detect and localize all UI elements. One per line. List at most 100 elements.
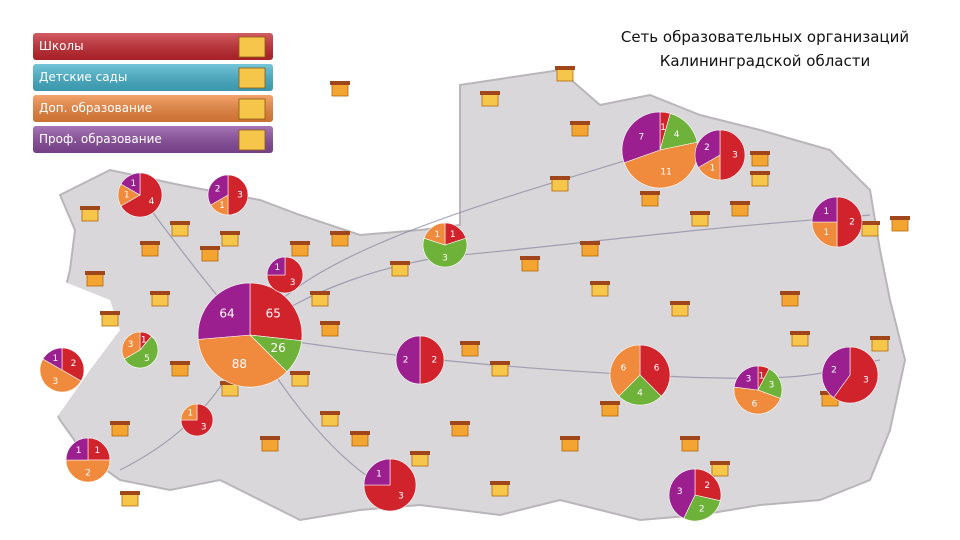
pie-slice bbox=[419, 335, 445, 385]
pie-slice bbox=[120, 172, 141, 196]
school-icon bbox=[291, 373, 309, 387]
pie-slice bbox=[363, 458, 417, 512]
pie-label: 1 bbox=[219, 201, 225, 211]
pie-label: 1 bbox=[94, 446, 100, 456]
pie-label: 1 bbox=[76, 446, 82, 456]
pie-label: 2 bbox=[403, 356, 409, 366]
pie-slice bbox=[87, 437, 111, 461]
school-icon bbox=[861, 223, 879, 237]
roof-icon bbox=[310, 291, 330, 295]
school-icon bbox=[461, 343, 479, 357]
legend-label: Доп. образование bbox=[39, 101, 152, 115]
school-icon bbox=[681, 438, 699, 452]
roof-icon bbox=[520, 256, 540, 260]
pie-slice bbox=[668, 468, 696, 519]
pie-label: 4 bbox=[674, 130, 680, 140]
pie-slice bbox=[207, 174, 229, 206]
pie-slice bbox=[694, 129, 721, 168]
school-icon bbox=[591, 283, 609, 297]
school-icon bbox=[891, 218, 909, 232]
legend-shade bbox=[33, 126, 273, 153]
pie-label: 2 bbox=[831, 365, 837, 375]
legend-icon bbox=[238, 98, 266, 120]
school-icon bbox=[581, 243, 599, 257]
pie-slice bbox=[249, 282, 303, 342]
pie-slice bbox=[821, 346, 851, 399]
roof-icon bbox=[600, 401, 620, 405]
roof-icon bbox=[350, 431, 370, 435]
pie-label: 1 bbox=[141, 335, 147, 345]
roof-icon bbox=[80, 206, 100, 210]
school-icon bbox=[711, 463, 729, 477]
legend-icon bbox=[238, 36, 266, 58]
school-icon bbox=[201, 248, 219, 262]
school-icon bbox=[391, 263, 409, 277]
roof-icon bbox=[390, 261, 410, 265]
school-icon bbox=[331, 233, 349, 247]
pie-label: 2 bbox=[704, 481, 710, 491]
roof-icon bbox=[490, 481, 510, 485]
school-icon bbox=[141, 243, 159, 257]
title-line: Калининградской области bbox=[660, 52, 870, 70]
school-icon bbox=[221, 383, 239, 397]
pie-label: 1 bbox=[124, 191, 130, 201]
school-icon bbox=[691, 213, 709, 227]
school-icon bbox=[261, 438, 279, 452]
roof-icon bbox=[85, 271, 105, 275]
pie-slice bbox=[61, 347, 85, 382]
pie-label: 5 bbox=[144, 354, 150, 364]
roof-icon bbox=[110, 421, 130, 425]
pie-slice bbox=[39, 358, 82, 393]
pie-label: 3 bbox=[398, 492, 404, 502]
pie-label: 65 bbox=[266, 307, 281, 321]
roof-icon bbox=[170, 361, 190, 365]
pie-label: 2 bbox=[704, 143, 710, 153]
roof-icon bbox=[680, 436, 700, 440]
school-icon bbox=[151, 293, 169, 307]
school-icon bbox=[791, 333, 809, 347]
school-icon bbox=[171, 223, 189, 237]
pie-slice bbox=[757, 368, 783, 399]
pie-label: 1 bbox=[187, 409, 193, 419]
roof-icon bbox=[790, 331, 810, 335]
school-icon bbox=[871, 338, 889, 352]
legend-label: Проф. образование bbox=[39, 132, 162, 146]
school-icon bbox=[491, 483, 509, 497]
school-icon bbox=[291, 243, 309, 257]
school-icon bbox=[551, 178, 569, 192]
pie-slice bbox=[65, 459, 111, 483]
pie-slice bbox=[811, 196, 838, 223]
pie-label: 1 bbox=[824, 207, 830, 217]
roof-icon bbox=[320, 321, 340, 325]
pie-slice bbox=[639, 344, 671, 397]
pie-label: 3 bbox=[201, 422, 207, 432]
pie-label: 1 bbox=[450, 230, 456, 240]
pie-slice bbox=[683, 494, 721, 522]
school-icon bbox=[171, 363, 189, 377]
pie-label: 2 bbox=[71, 359, 77, 369]
pie-label: 11 bbox=[660, 167, 671, 177]
pie-label: 2 bbox=[432, 356, 438, 366]
pie-label: 6 bbox=[654, 364, 660, 374]
pie-slice bbox=[266, 256, 286, 276]
school-icon bbox=[521, 258, 539, 272]
school-icon bbox=[731, 203, 749, 217]
pie-slice bbox=[836, 196, 863, 248]
pie-slice bbox=[659, 113, 698, 151]
pie-label: 3 bbox=[746, 375, 752, 385]
roof-icon bbox=[750, 151, 770, 155]
legend-label: Школы bbox=[39, 39, 84, 53]
pie-slice bbox=[180, 403, 198, 421]
roof-icon bbox=[490, 361, 510, 365]
roof-icon bbox=[290, 241, 310, 245]
school-icon bbox=[81, 208, 99, 222]
roof-icon bbox=[260, 436, 280, 440]
roof-icon bbox=[460, 341, 480, 345]
pie-slice bbox=[124, 335, 159, 369]
roof-icon bbox=[330, 81, 350, 85]
legend-icon bbox=[238, 67, 266, 89]
roof-icon bbox=[690, 211, 710, 215]
pie-label: 4 bbox=[637, 389, 643, 399]
pie-label: 64 bbox=[219, 306, 234, 320]
